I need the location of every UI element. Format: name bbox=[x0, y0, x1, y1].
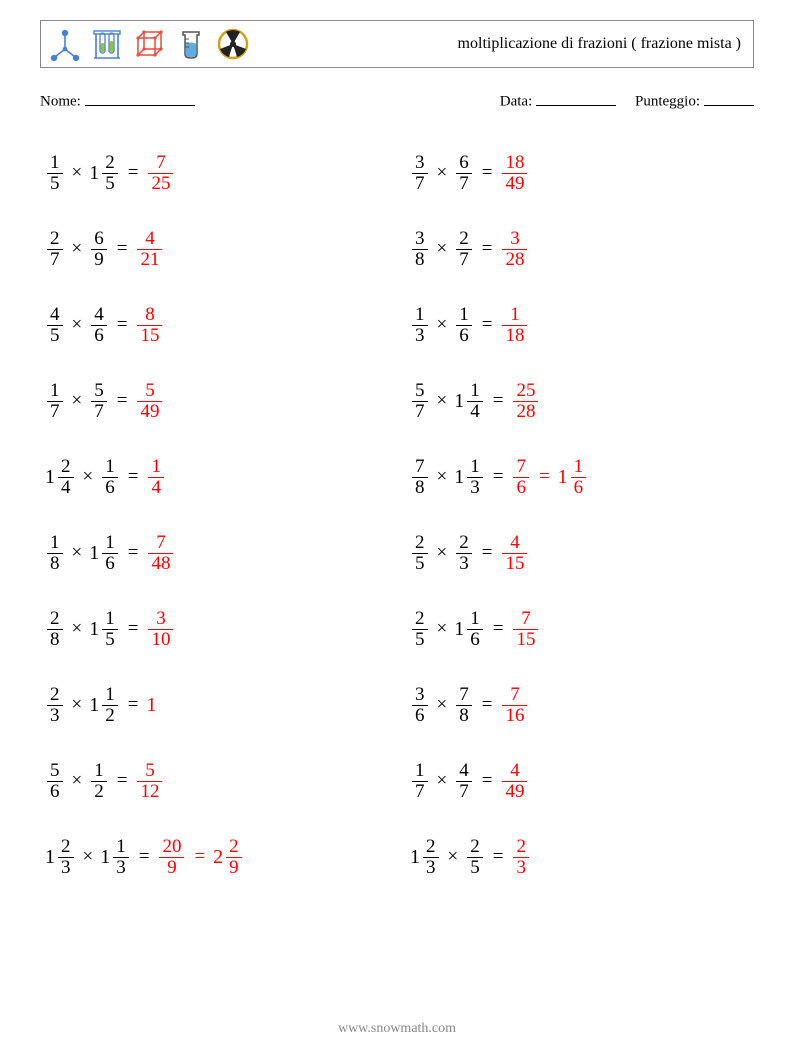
equals: = bbox=[482, 162, 493, 184]
problem-row: 23×112=1 bbox=[45, 667, 390, 743]
radiation-icon bbox=[217, 27, 249, 61]
meta-row: Nome: Data: Punteggio: bbox=[40, 92, 754, 111]
times-op: × bbox=[437, 542, 448, 564]
times-op: × bbox=[437, 618, 448, 640]
problem-row: 17×57=549 bbox=[45, 363, 390, 439]
problem-row: 28×115=310 bbox=[45, 591, 390, 667]
problem-row: 36×78=716 bbox=[410, 667, 755, 743]
equals: = bbox=[539, 466, 550, 488]
worksheet-title: moltiplicazione di frazioni ( frazione m… bbox=[458, 35, 745, 53]
score-label: Punteggio: bbox=[635, 94, 700, 110]
problem-row: 37×67=1849 bbox=[410, 135, 755, 211]
equals: = bbox=[139, 846, 150, 868]
equals: = bbox=[128, 162, 139, 184]
footer-url: www.snowmath.com bbox=[0, 1021, 794, 1037]
times-op: × bbox=[437, 694, 448, 716]
problem-row: 38×27=328 bbox=[410, 211, 755, 287]
problem-row: 57×114=2528 bbox=[410, 363, 755, 439]
problem-row: 78×113=76=116 bbox=[410, 439, 755, 515]
atom-icon bbox=[49, 27, 81, 61]
problem-row: 56×12=512 bbox=[45, 743, 390, 819]
equals: = bbox=[128, 618, 139, 640]
equals: = bbox=[482, 542, 493, 564]
name-blank bbox=[85, 92, 195, 106]
times-op: × bbox=[437, 466, 448, 488]
equals: = bbox=[128, 694, 139, 716]
equals: = bbox=[128, 466, 139, 488]
problem-row: 124×16=14 bbox=[45, 439, 390, 515]
problem-row: 25×116=715 bbox=[410, 591, 755, 667]
header-box: moltiplicazione di frazioni ( frazione m… bbox=[40, 20, 754, 68]
problem-row: 15×125=725 bbox=[45, 135, 390, 211]
times-op: × bbox=[72, 542, 83, 564]
equals: = bbox=[117, 770, 128, 792]
problem-row: 13×16=118 bbox=[410, 287, 755, 363]
times-op: × bbox=[72, 314, 83, 336]
times-op: × bbox=[437, 162, 448, 184]
equals: = bbox=[493, 466, 504, 488]
times-op: × bbox=[437, 390, 448, 412]
equals: = bbox=[482, 314, 493, 336]
date-label: Data: bbox=[500, 94, 532, 110]
times-op: × bbox=[72, 770, 83, 792]
problem-row: 27×69=421 bbox=[45, 211, 390, 287]
times-op: × bbox=[437, 238, 448, 260]
times-op: × bbox=[72, 238, 83, 260]
times-op: × bbox=[72, 618, 83, 640]
cube-icon bbox=[133, 27, 165, 61]
problem-row: 17×47=449 bbox=[410, 743, 755, 819]
equals: = bbox=[482, 770, 493, 792]
problem-row: 18×116=748 bbox=[45, 515, 390, 591]
times-op: × bbox=[437, 770, 448, 792]
equals: = bbox=[117, 314, 128, 336]
name-label: Nome: bbox=[40, 94, 81, 110]
times-op: × bbox=[437, 314, 448, 336]
equals: = bbox=[128, 542, 139, 564]
times-op: × bbox=[83, 846, 94, 868]
icon-row bbox=[49, 27, 249, 61]
problems-grid: 15×125=72527×69=42145×46=81517×57=549124… bbox=[45, 135, 755, 895]
equals: = bbox=[117, 238, 128, 260]
problem-row: 123×113=209=229 bbox=[45, 819, 390, 895]
problem-row: 25×23=415 bbox=[410, 515, 755, 591]
date-blank bbox=[536, 92, 616, 106]
left-column: 15×125=72527×69=42145×46=81517×57=549124… bbox=[45, 135, 390, 895]
times-op: × bbox=[83, 466, 94, 488]
times-op: × bbox=[448, 846, 459, 868]
equals: = bbox=[493, 390, 504, 412]
right-column: 37×67=184938×27=32813×16=11857×114=25287… bbox=[410, 135, 755, 895]
test-tubes-icon bbox=[91, 27, 123, 61]
equals: = bbox=[493, 618, 504, 640]
problem-row: 45×46=815 bbox=[45, 287, 390, 363]
equals: = bbox=[194, 846, 205, 868]
times-op: × bbox=[72, 694, 83, 716]
beaker-icon bbox=[175, 27, 207, 61]
score-blank bbox=[704, 92, 754, 106]
times-op: × bbox=[72, 390, 83, 412]
times-op: × bbox=[72, 162, 83, 184]
equals: = bbox=[482, 238, 493, 260]
equals: = bbox=[493, 846, 504, 868]
equals: = bbox=[482, 694, 493, 716]
problem-row: 123×25=23 bbox=[410, 819, 755, 895]
equals: = bbox=[117, 390, 128, 412]
